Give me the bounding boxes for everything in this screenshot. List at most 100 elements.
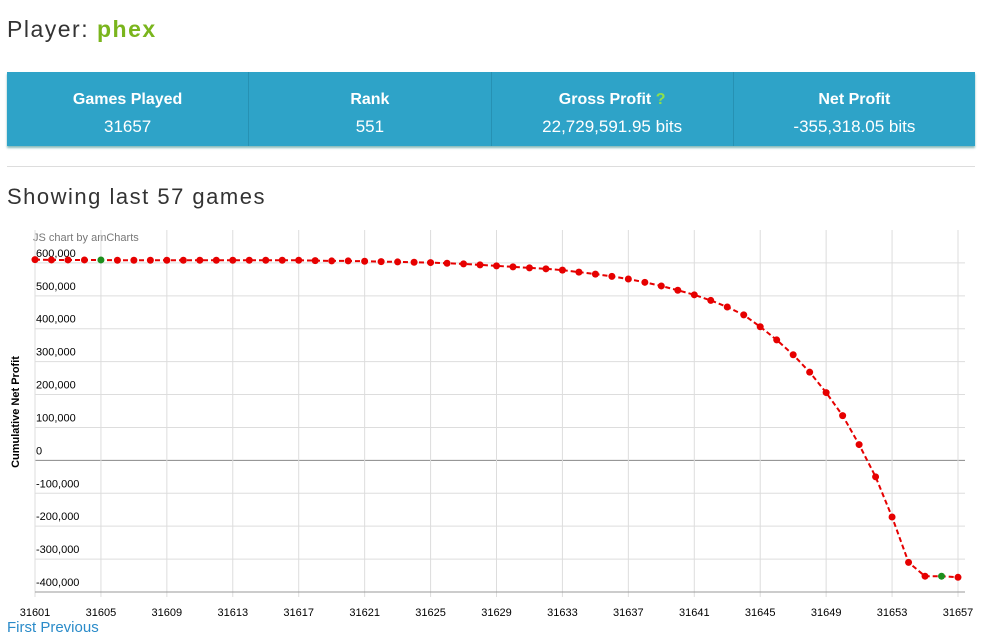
point	[97, 256, 105, 264]
point	[707, 296, 715, 304]
x-tick-label: 31645	[745, 607, 776, 619]
y-tick-label: 200,000	[36, 380, 76, 392]
stat-cell: Rank 551	[249, 72, 492, 146]
stat-label: Gross Profit	[558, 91, 652, 108]
point	[954, 573, 962, 581]
point	[427, 259, 435, 267]
point	[575, 268, 583, 276]
point	[855, 441, 863, 449]
x-tick-label: 31613	[217, 607, 248, 619]
point	[344, 257, 352, 265]
x-tick-label: 31649	[811, 607, 842, 619]
point	[262, 256, 270, 264]
stats-bar: Games Played 31657 Rank 551 Gross Profit ?…	[7, 72, 975, 146]
y-tick-label: -100,000	[36, 478, 79, 490]
y-tick-label: 400,000	[36, 314, 76, 326]
point	[31, 256, 39, 264]
point	[921, 572, 929, 580]
stat-value: 551	[355, 117, 385, 136]
stat-cell: Gross Profit ? 22,729,591.95 bits	[492, 72, 734, 146]
player-label: Player:	[7, 16, 90, 42]
point	[591, 270, 599, 278]
point	[839, 412, 847, 420]
point	[608, 272, 616, 280]
point	[443, 259, 451, 267]
point	[872, 473, 880, 481]
point	[229, 256, 237, 264]
first-link[interactable]: First	[7, 619, 37, 636]
point	[361, 257, 369, 265]
x-tick-label: 31609	[152, 607, 183, 619]
divider	[7, 166, 975, 167]
x-tick-label: 31657	[943, 607, 974, 619]
y-tick-label: 600,000	[36, 248, 76, 260]
pagination: First Previous	[7, 619, 99, 636]
point	[163, 256, 171, 264]
point	[493, 262, 500, 270]
stat-label: Rank	[350, 91, 390, 108]
point	[822, 389, 830, 397]
stat-value: -355,318.05 bits	[793, 117, 916, 136]
point	[278, 256, 286, 264]
y-tick-label: 100,000	[36, 412, 76, 424]
x-tick-label: 31641	[679, 607, 710, 619]
point	[558, 266, 566, 274]
point	[80, 256, 88, 264]
stat-label-row: Gross Profit ?	[492, 91, 733, 109]
point	[64, 256, 72, 264]
stat-cell: Net Profit -355,318.05 bits	[734, 72, 975, 146]
x-tick-label: 31633	[547, 607, 578, 619]
stat-cell: Games Played 31657	[7, 72, 250, 146]
point	[476, 261, 484, 269]
point	[47, 256, 55, 264]
stat-value: 31657	[103, 117, 152, 136]
point	[641, 278, 649, 286]
point	[146, 256, 154, 264]
point	[789, 351, 797, 359]
y-tick-label: 0	[36, 445, 42, 457]
x-tick-label: 31637	[613, 607, 644, 619]
point	[113, 256, 121, 264]
point	[311, 257, 319, 265]
y-tick-label: 500,000	[36, 281, 76, 293]
chart: JS chart by amCharts Cumulative Net Prof…	[10, 230, 974, 619]
y-tick-label: -200,000	[36, 511, 79, 523]
chart-credit: JS chart by amCharts	[33, 232, 139, 244]
point	[938, 572, 946, 580]
point	[295, 256, 303, 264]
y-tick-label: 300,000	[36, 347, 76, 359]
line	[34, 258, 959, 579]
point	[245, 256, 253, 264]
x-tick-label: 31653	[877, 607, 908, 619]
stat-label: Net Profit	[818, 91, 891, 108]
point	[460, 260, 468, 268]
x-tick-label: 31621	[349, 607, 380, 619]
help-icon[interactable]: ?	[655, 91, 666, 108]
point	[657, 282, 665, 290]
point	[410, 258, 418, 266]
point	[888, 513, 896, 521]
stat-value: 22,729,591.95 bits	[542, 117, 683, 136]
section-title: Showing last 57 games	[7, 184, 266, 209]
point	[740, 311, 748, 319]
point	[624, 275, 632, 283]
x-tick-label: 31629	[481, 607, 512, 619]
point	[377, 258, 385, 266]
y-tick-label: -300,000	[36, 544, 79, 556]
point	[509, 263, 517, 271]
previous-link[interactable]: Previous	[40, 619, 99, 636]
point	[328, 257, 336, 265]
x-tick-label: 31605	[86, 607, 117, 619]
point	[690, 291, 698, 299]
point	[773, 336, 781, 344]
point	[179, 256, 187, 264]
player-name: phex	[96, 16, 157, 42]
player-heading: Player: phex	[7, 16, 157, 43]
point	[525, 264, 533, 272]
point	[756, 323, 764, 331]
x-tick-label: 31617	[283, 607, 314, 619]
point	[212, 256, 220, 264]
point	[196, 256, 204, 264]
y-tick-label: -400,000	[36, 577, 79, 589]
